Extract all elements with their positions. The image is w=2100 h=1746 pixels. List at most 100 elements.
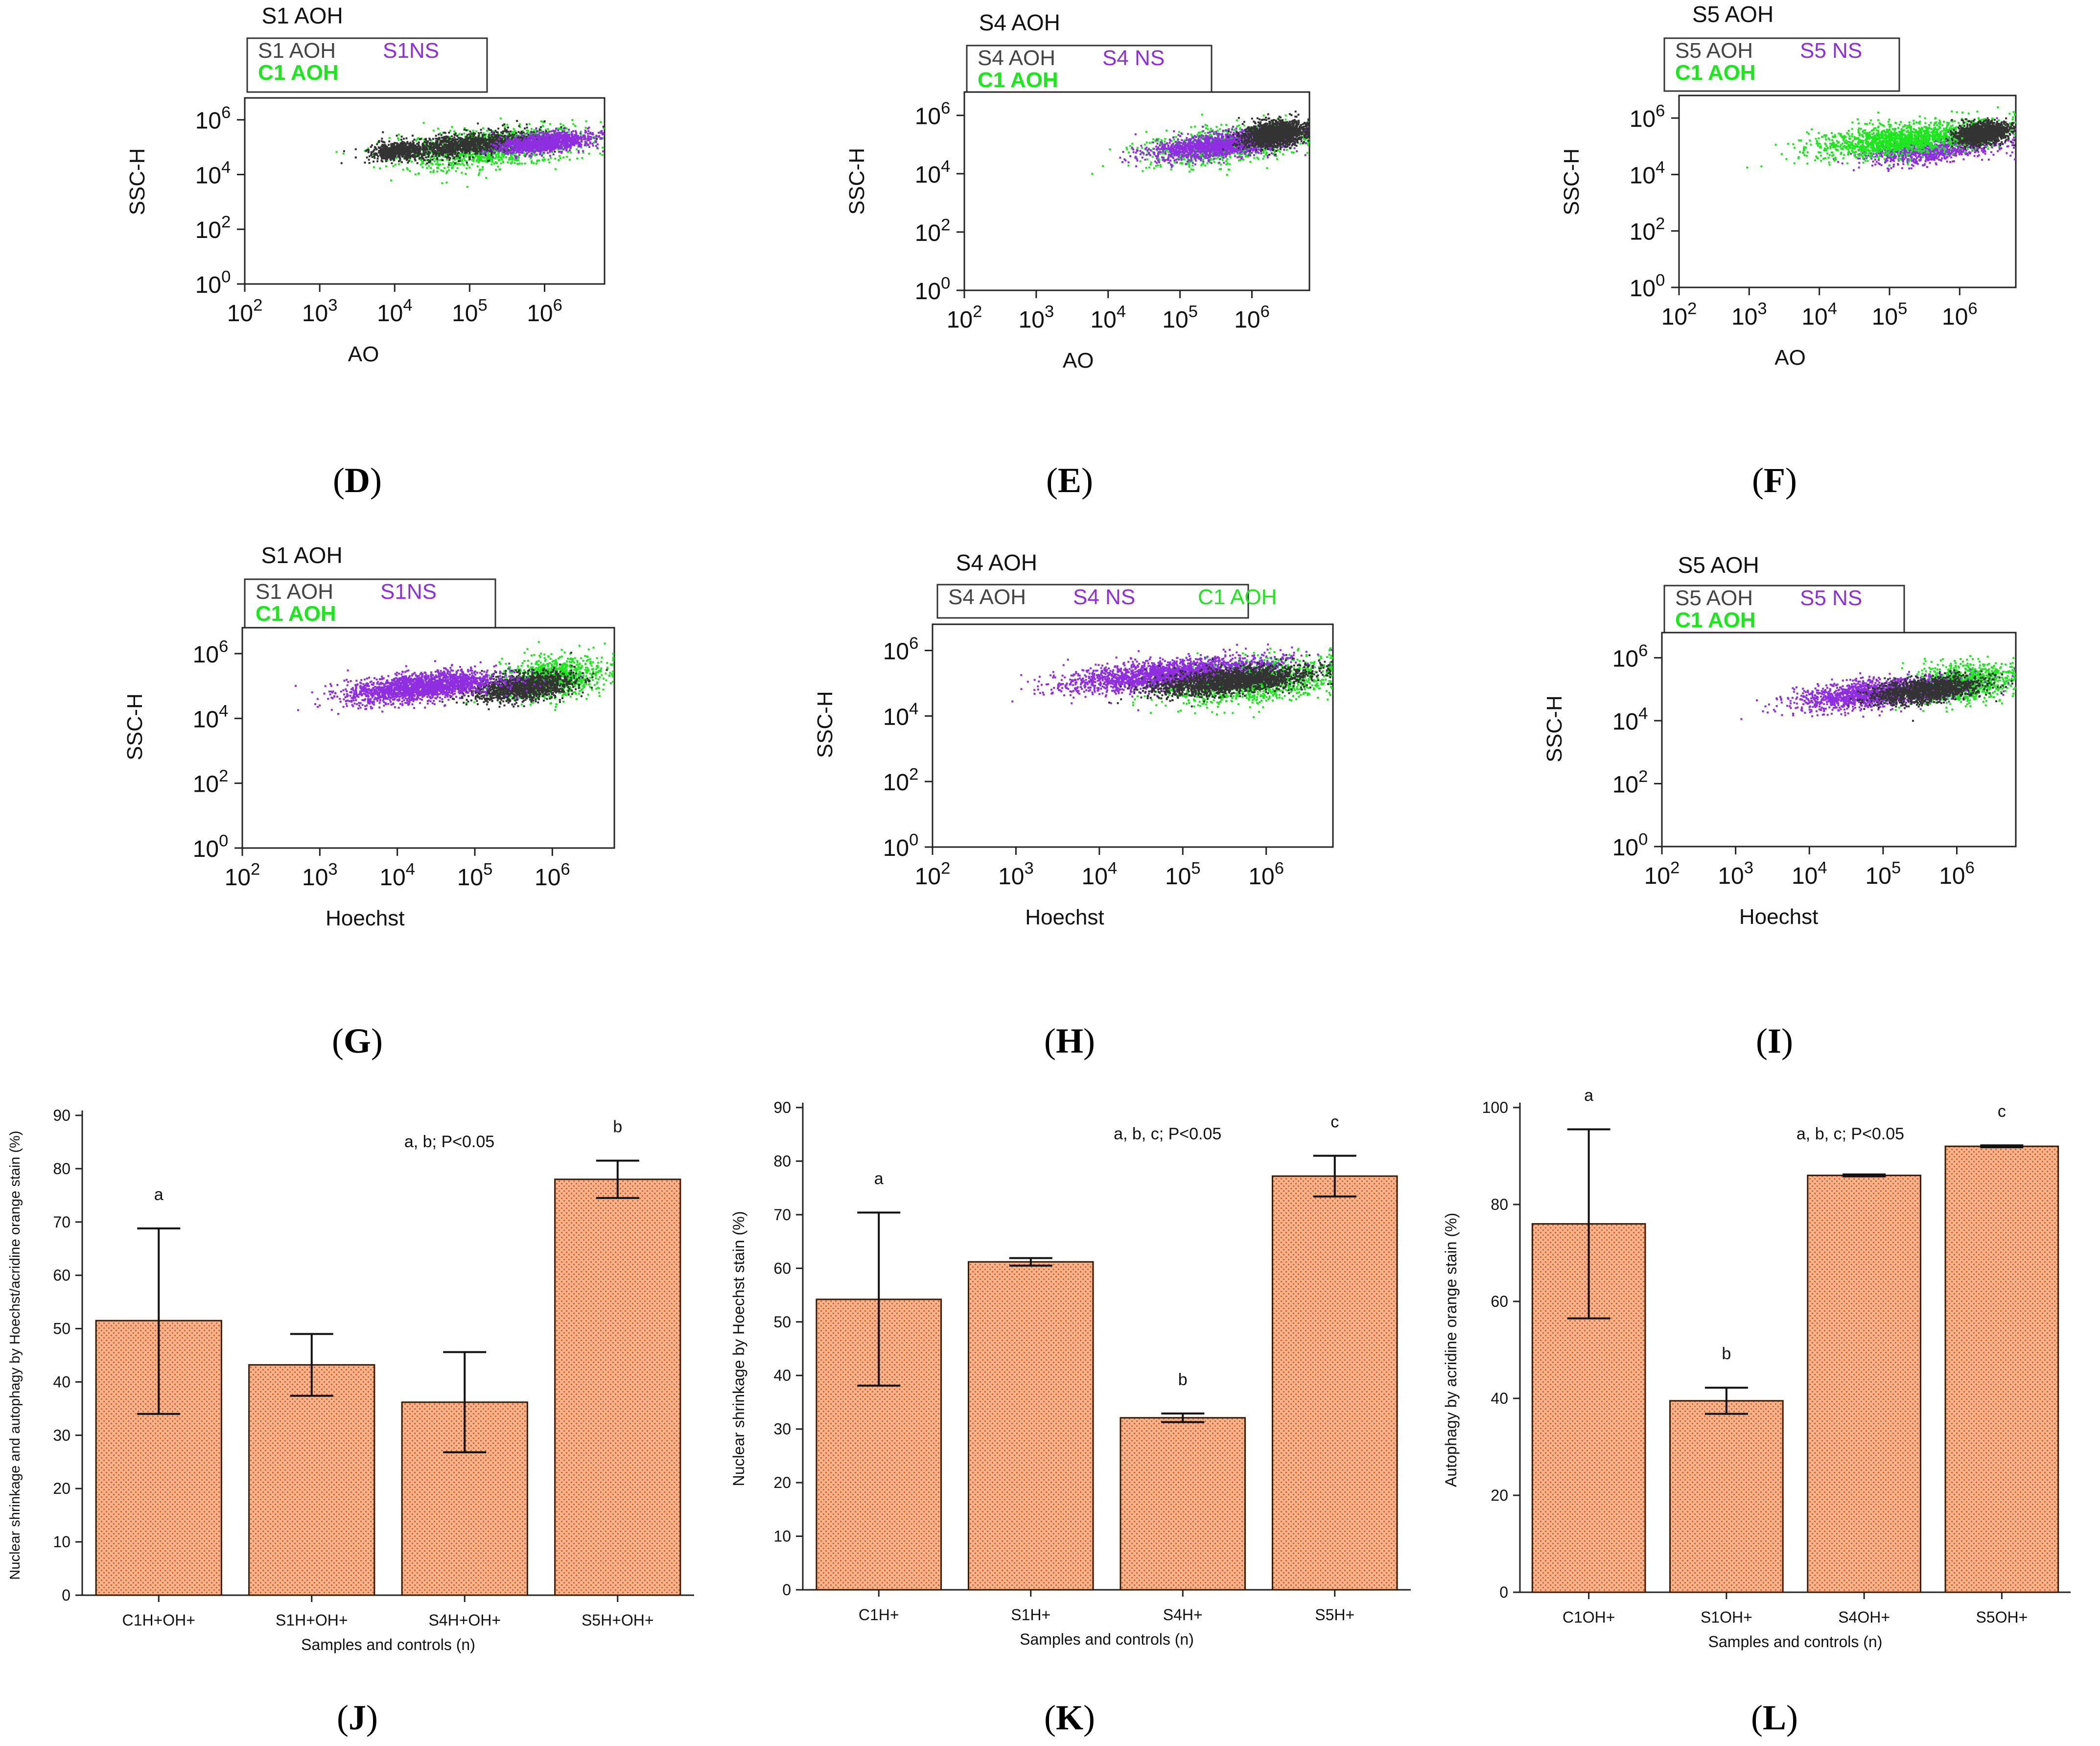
scatter-panels: S1 AOH S1 AOH S1NS C1 AOH 102 103 104 105 106 100…: [123, 1, 2017, 930]
x-tick-label: 102: [1661, 299, 1697, 330]
event-cloud-s4-aoh: [1108, 654, 1333, 708]
x-tick-label: 103: [302, 860, 338, 891]
legend-entry: S1 AOH: [258, 39, 336, 63]
x-tick-label: 105: [1162, 302, 1198, 333]
y-tick-label: 60: [1491, 1293, 1508, 1310]
x-tick-label: 106: [527, 296, 562, 327]
y-tick-label: 106: [883, 634, 919, 665]
plot-frame: [244, 97, 606, 285]
significance-letter: c: [1998, 1102, 2006, 1121]
x-tick-label: S4OH+: [1838, 1608, 1890, 1626]
y-tick-label: 40: [773, 1367, 791, 1384]
x-tick-label: S4H+: [1163, 1606, 1203, 1624]
y-axis-label: SSC-H: [845, 148, 869, 215]
x-tick-label: C1OH+: [1563, 1608, 1615, 1626]
y-axis-label: SSC-H: [813, 691, 837, 758]
event-cloud-s4-ns: [1011, 643, 1333, 711]
x-axis-label: Samples and controls (n): [301, 1636, 475, 1653]
legend-entry: S4 AOH: [948, 585, 1026, 609]
y-tick-label: 0: [782, 1581, 791, 1599]
x-tick-label: S4H+OH+: [428, 1611, 501, 1629]
event-cloud-c1-aoh: [1746, 106, 2016, 169]
panel-letters: (D) (E) (F) (G) (H) (I) (J) (K) (L): [332, 461, 1798, 1737]
legend-box: [936, 584, 1249, 619]
y-tick-label: 106: [195, 103, 231, 134]
y-tick-label: 104: [1612, 704, 1648, 735]
x-tick-label: 104: [377, 296, 413, 327]
significance-letter: a: [874, 1170, 884, 1188]
y-tick-label: 100: [883, 830, 919, 861]
legend-entry: C1 AOH: [1675, 61, 1756, 85]
y-tick-label: 102: [1630, 214, 1665, 245]
x-tick-label: 105: [452, 296, 488, 327]
scatter-title: S5 AOH: [1692, 1, 1773, 27]
y-tick-label: 10: [53, 1533, 70, 1551]
scatter-panel-E: S4 AOH S4 AOH S4 NS C1 AOH 102 103 104 105 106 10…: [845, 10, 1310, 373]
bar-chart-panels: 0 10 20 30 40 50 60 70 80 90 C1H+OH+ a S1H+OH+ S4H+OH…: [7, 1086, 2071, 1653]
bar-s1hpohp: [248, 1364, 375, 1596]
event-dots: [1740, 655, 2016, 722]
y-tick-label: 100: [1482, 1099, 1508, 1116]
event-cloud-s1-aoh: [441, 652, 608, 710]
y-tick-label: 80: [773, 1152, 791, 1170]
y-tick-label: 100: [915, 274, 951, 305]
x-tick-label: 104: [379, 860, 415, 891]
significance-letter: b: [1178, 1370, 1188, 1389]
event-cloud-s5-aoh: [1847, 669, 2013, 722]
panel-letter: (G): [332, 1021, 383, 1061]
bar-s4ohp: [1807, 1175, 1921, 1593]
x-tick-label: 106: [1248, 859, 1284, 890]
y-tick-label: 104: [915, 157, 951, 188]
y-tick-label: 104: [1630, 158, 1665, 189]
y-axis-label: Autophagy by acridine orange stain (%): [1442, 1213, 1460, 1487]
event-cloud-s1ns: [480, 126, 605, 159]
x-tick-label: 106: [1942, 299, 1978, 330]
y-tick-label: 106: [193, 637, 229, 668]
y-tick-label: 100: [1612, 830, 1648, 861]
y-tick-label: 106: [915, 99, 951, 130]
y-axis-label: Nuclear shrinkage and autophagy by Hoech…: [7, 1131, 23, 1580]
significance-letter: a: [154, 1185, 163, 1204]
y-tick-label: 90: [773, 1099, 791, 1116]
legend-box: [1663, 37, 1900, 92]
y-tick-label: 104: [195, 158, 231, 189]
x-tick-label: C1H+: [859, 1606, 899, 1624]
event-cloud-s5-aoh: [1945, 117, 2016, 152]
legend-entry: S4 AOH: [978, 46, 1055, 70]
y-tick-label: 0: [62, 1586, 70, 1604]
event-dots: [1011, 643, 1333, 718]
y-tick-label: 70: [773, 1206, 791, 1224]
bar-s4hp: [1120, 1417, 1246, 1591]
panel-letter: (J): [337, 1698, 378, 1737]
x-tick-label: 104: [1801, 299, 1837, 330]
x-tick-label: S5H+OH+: [582, 1611, 654, 1629]
y-tick-label: 20: [773, 1474, 791, 1491]
y-tick-label: 102: [915, 215, 951, 246]
x-tick-label: 102: [915, 859, 951, 890]
scatter-panel-I: S5 AOH S5 AOH S5 NS C1 AOH 102 103 104 105 106 10…: [1542, 552, 2017, 929]
y-tick-label: 40: [1491, 1390, 1508, 1407]
x-tick-label: S1H+: [1011, 1606, 1050, 1624]
event-dots: [335, 117, 605, 188]
scatter-title: S5 AOH: [1678, 552, 1759, 578]
y-tick-label: 70: [53, 1213, 70, 1231]
y-tick-label: 0: [1499, 1583, 1508, 1601]
significance-letter: c: [1330, 1113, 1339, 1132]
legend-entry: S4 NS: [1073, 585, 1135, 609]
event-cloud-c1-aoh: [1829, 655, 2016, 713]
bar-chart-K: 0 10 20 30 40 50 60 70 80 90 C1H+ a S1H+ S4H+ b S5H+ c a,…: [730, 1099, 1411, 1648]
event-cloud-s4-ns: [1119, 123, 1309, 168]
y-tick-label: 102: [193, 767, 229, 798]
x-axis-label: Samples and controls (n): [1708, 1633, 1883, 1651]
x-tick-label: S5OH+: [1976, 1608, 2028, 1626]
significance-annotation: a, b, c; P<0.05: [1114, 1125, 1221, 1143]
y-tick-label: 104: [883, 700, 919, 731]
legend-entry: C1 AOH: [256, 602, 336, 626]
significance-letter: a: [1584, 1086, 1593, 1105]
y-tick-label: 30: [53, 1426, 70, 1444]
x-tick-label: S1H+OH+: [276, 1611, 348, 1629]
legend-entry: C1 AOH: [978, 68, 1058, 92]
x-tick-label: 105: [1866, 858, 1901, 889]
x-tick-label: 103: [1718, 858, 1753, 889]
